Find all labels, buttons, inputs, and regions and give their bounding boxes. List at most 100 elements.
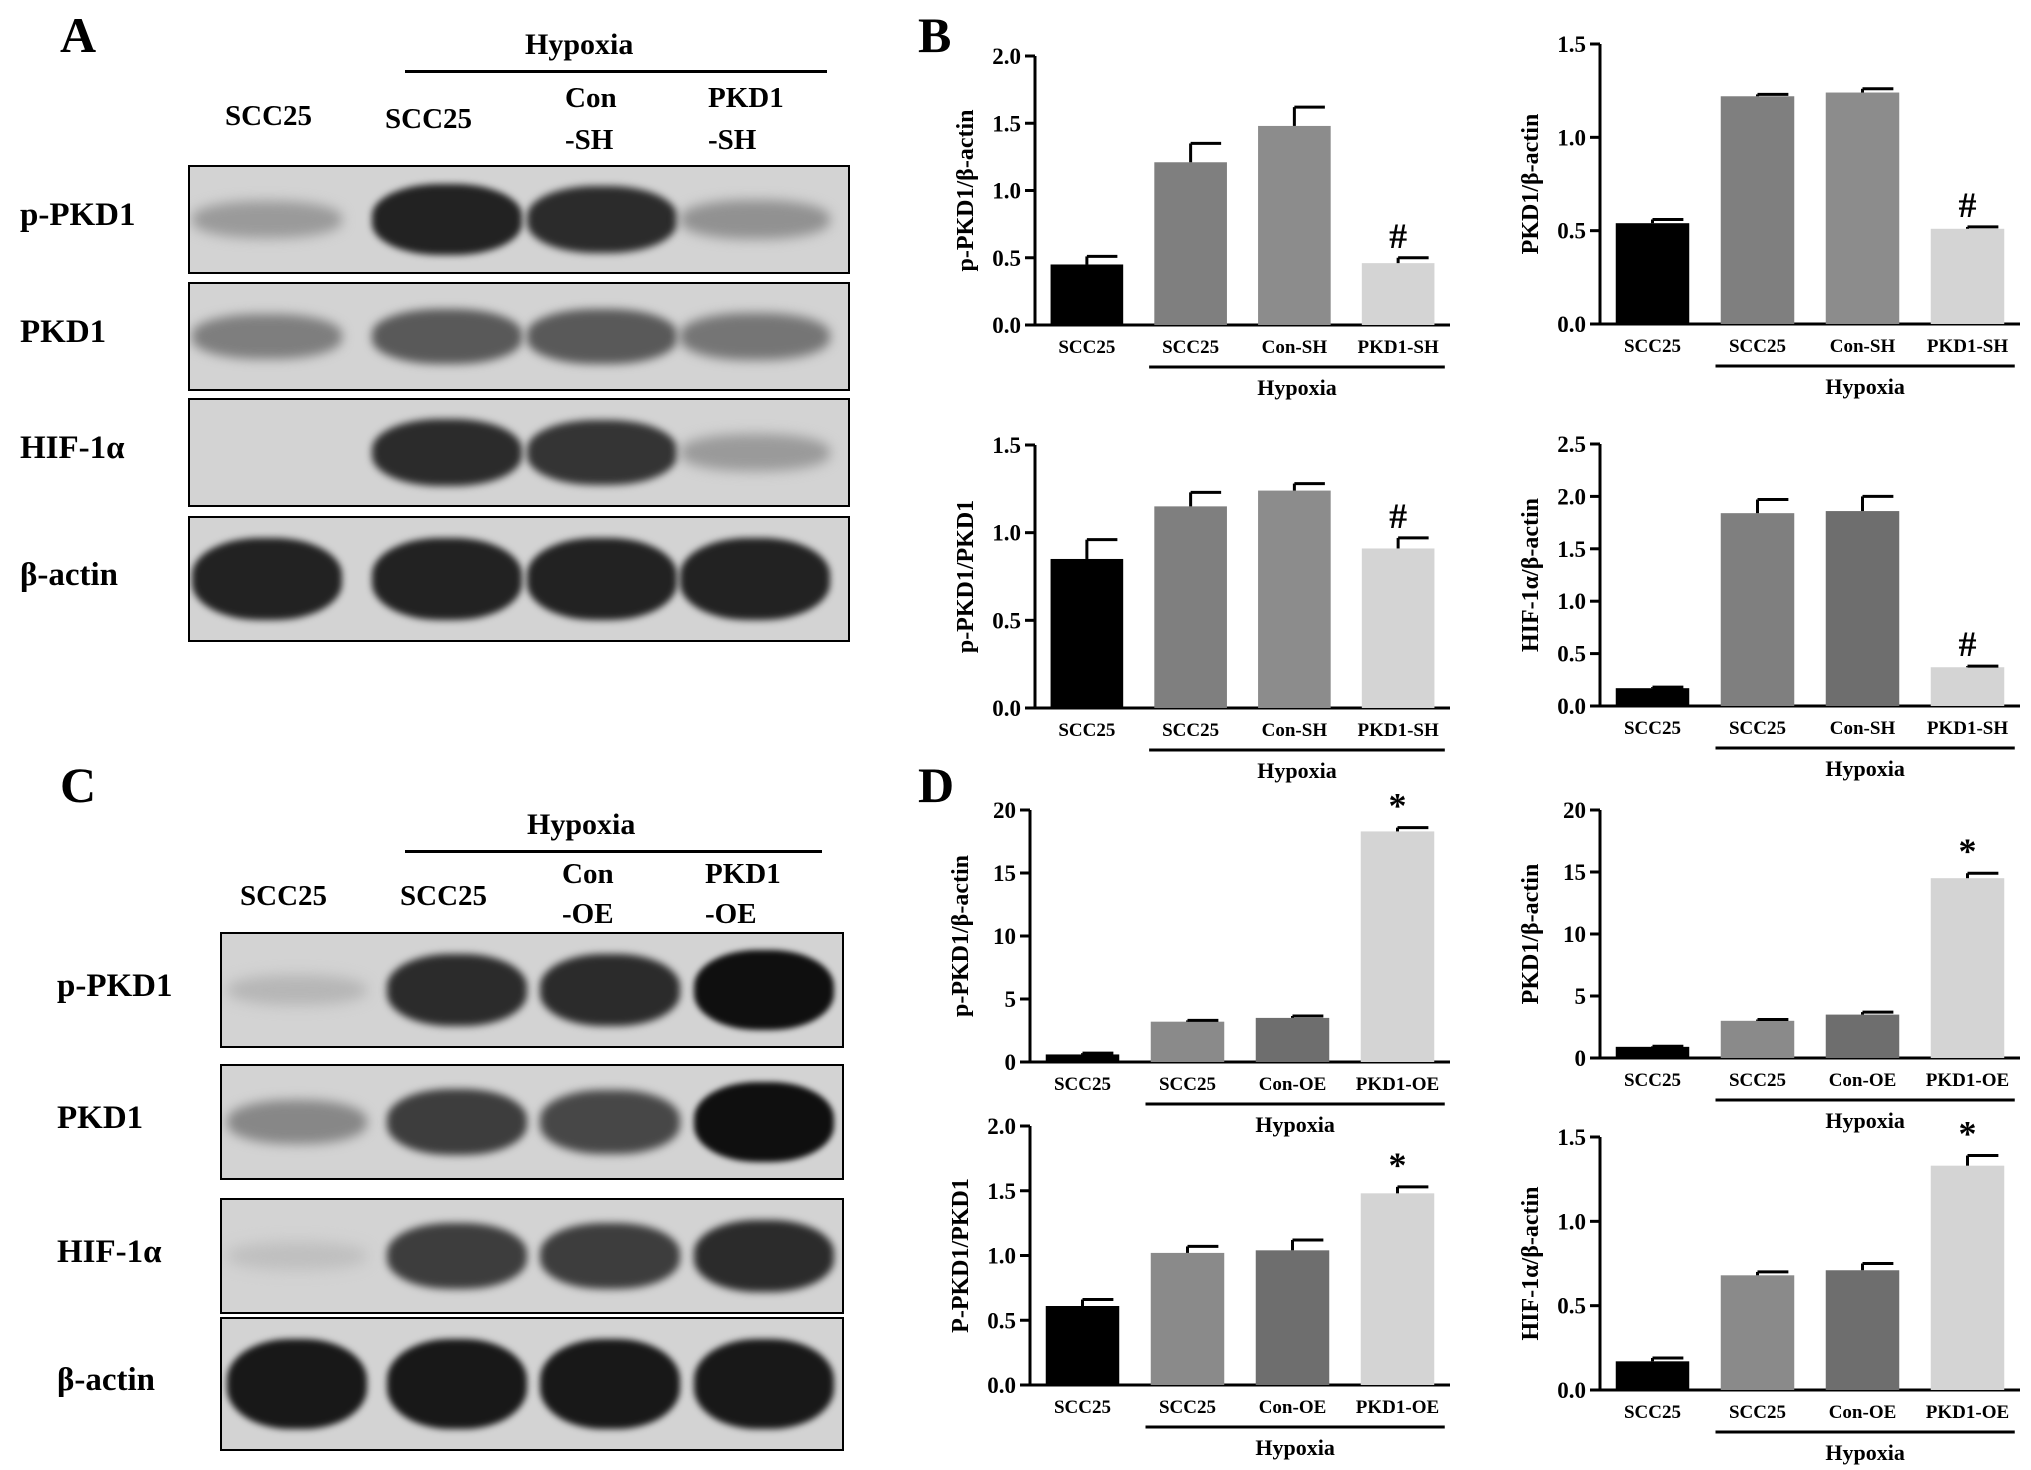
bar [1615,1361,1690,1390]
blot-band [527,538,677,620]
panel-letter-d: D [918,757,955,813]
y-tick-label: 1.0 [987,1244,1016,1269]
x-tick-label: SCC25 [1729,1402,1786,1423]
panel-letter-a: A [60,7,97,63]
bar [1930,1165,2005,1390]
lane-label: SCC25 [225,100,313,132]
y-tick-label: 15 [993,861,1016,886]
blot-band [192,201,342,238]
chart-b2-pkd1-beta-actin: 0.0 0.5 1.0 1.5 PKD1/β-actin SCC25 SCC25 Con-SH… [1518,32,2020,399]
x-tick-label: SCC25 [1162,720,1219,741]
bar [1825,1270,1900,1390]
y-tick-label: 2.0 [992,44,1021,69]
bar [1930,878,2005,1058]
bar [1825,511,1900,706]
y-tick-label: 0.0 [1557,1378,1586,1403]
y-tick-label: 0 [1005,1050,1017,1075]
x-tick-label: SCC25 [1058,337,1115,358]
bar [1154,162,1227,325]
significance-mark: * [1389,786,1407,826]
y-axis-label: P-PKD1/PKD1 [948,1178,974,1333]
y-tick-label: 0.0 [1557,694,1586,719]
bar [1050,558,1124,708]
bar [1150,1021,1225,1062]
y-tick-label: 10 [993,924,1016,949]
significance-mark: * [1389,1145,1407,1185]
blot-band [694,1338,834,1430]
blot-strip [220,1317,844,1451]
y-axis-label: HIF-1α/β-actin [1518,498,1544,652]
x-tick-label: SCC25 [1624,1402,1681,1423]
x-tick-label: SCC25 [1729,718,1786,739]
y-tick-label: 0.5 [992,246,1021,271]
bar [1045,1054,1120,1062]
blot-band [680,200,830,239]
chart-d2-pkd1-beta-actin: 0 5 10 15 20 PKD1/β-actin SCC25 SCC25 Con-OE * PKD… [1518,798,2020,1133]
blot-band [227,1338,367,1430]
y-axis-label: HIF-1α/β-actin [1518,1186,1544,1340]
blot-band [372,184,522,255]
y-tick-label: 0.5 [1557,642,1586,667]
y-tick-label: 0.0 [992,313,1021,338]
bar [1045,1306,1120,1385]
significance-mark: # [1959,185,1977,225]
bar [1720,1275,1795,1390]
bar [1615,223,1690,324]
blot-strip [188,398,850,507]
y-tick-label: 1.0 [1557,589,1586,614]
chart-b4-hif1a-beta-actin: 0.0 0.5 1.0 1.5 2.0 2.5 HIF-1α/β-actin SCC25 SCC… [1518,432,2020,781]
y-tick-label: 1.0 [992,179,1021,204]
blot-strip [220,1198,844,1314]
blot-row-label: p-PKD1 [20,197,136,234]
chart-b1-p-pkd1-beta-actin: 0.0 0.5 1.0 1.5 2.0 p-PKD1/β-actin SCC25 SCC25 C… [953,44,1450,400]
x-tick-label: SCC25 [1729,1070,1786,1091]
x-tick-label: SCC25 [1058,720,1115,741]
chart-d3-p-pkd1-pkd1: 0.0 0.5 1.0 1.5 2.0 P-PKD1/PKD1 SCC25 SCC25 Con-… [948,1114,1450,1460]
y-tick-label: 1.0 [992,521,1021,546]
group-label: Hypoxia [1825,1440,1904,1465]
x-tick-label: Con-SH [1262,720,1328,741]
lane-label: -SH [708,124,757,156]
blot-row-label: p-PKD1 [57,967,173,1004]
blot-band [694,1219,834,1293]
blot-strip [188,165,850,274]
y-tick-label: 0.0 [987,1373,1016,1398]
y-tick-label: 0.5 [1557,1294,1586,1319]
y-tick-label: 2.0 [1557,484,1586,509]
y-tick-label: 0.0 [1557,312,1586,337]
group-label: Hypoxia [1257,758,1336,783]
bar [1258,125,1331,325]
significance-mark: # [1389,496,1407,536]
x-tick-label: SCC25 [1162,337,1219,358]
lane-label: Con [565,82,617,114]
blot-strip [220,1064,844,1180]
x-tick-label: SCC25 [1624,718,1681,739]
y-tick-label: 1.5 [992,433,1021,458]
blot-band [680,434,830,471]
bar [1255,1250,1330,1385]
lane-label: SCC25 [400,880,488,912]
blot-row-label: HIF-1α [20,430,125,467]
blot-band [192,538,342,620]
significance-mark: # [1959,624,1977,664]
x-tick-label: SCC25 [1159,1397,1216,1418]
bar [1150,1252,1225,1385]
blot-band [372,418,522,487]
blot-band [192,314,342,359]
bar [1615,1046,1690,1058]
y-tick-label: 1.5 [987,1179,1016,1204]
bar [1361,263,1435,325]
blot-band [527,309,677,364]
y-tick-label: 1.5 [1557,32,1586,57]
bar [1720,1020,1795,1058]
lane-label: -OE [562,898,614,930]
x-tick-label: PKD1-OE [1356,1397,1439,1418]
y-tick-label: 1.5 [1557,537,1586,562]
group-label: Hypoxia [1825,1108,1904,1133]
blot-band [372,309,522,364]
y-tick-label: 20 [1563,798,1586,823]
blot-band [540,953,680,1027]
group-label: Hypoxia [1825,374,1904,399]
group-label: Hypoxia [1255,1112,1334,1137]
blot-band [540,1338,680,1430]
